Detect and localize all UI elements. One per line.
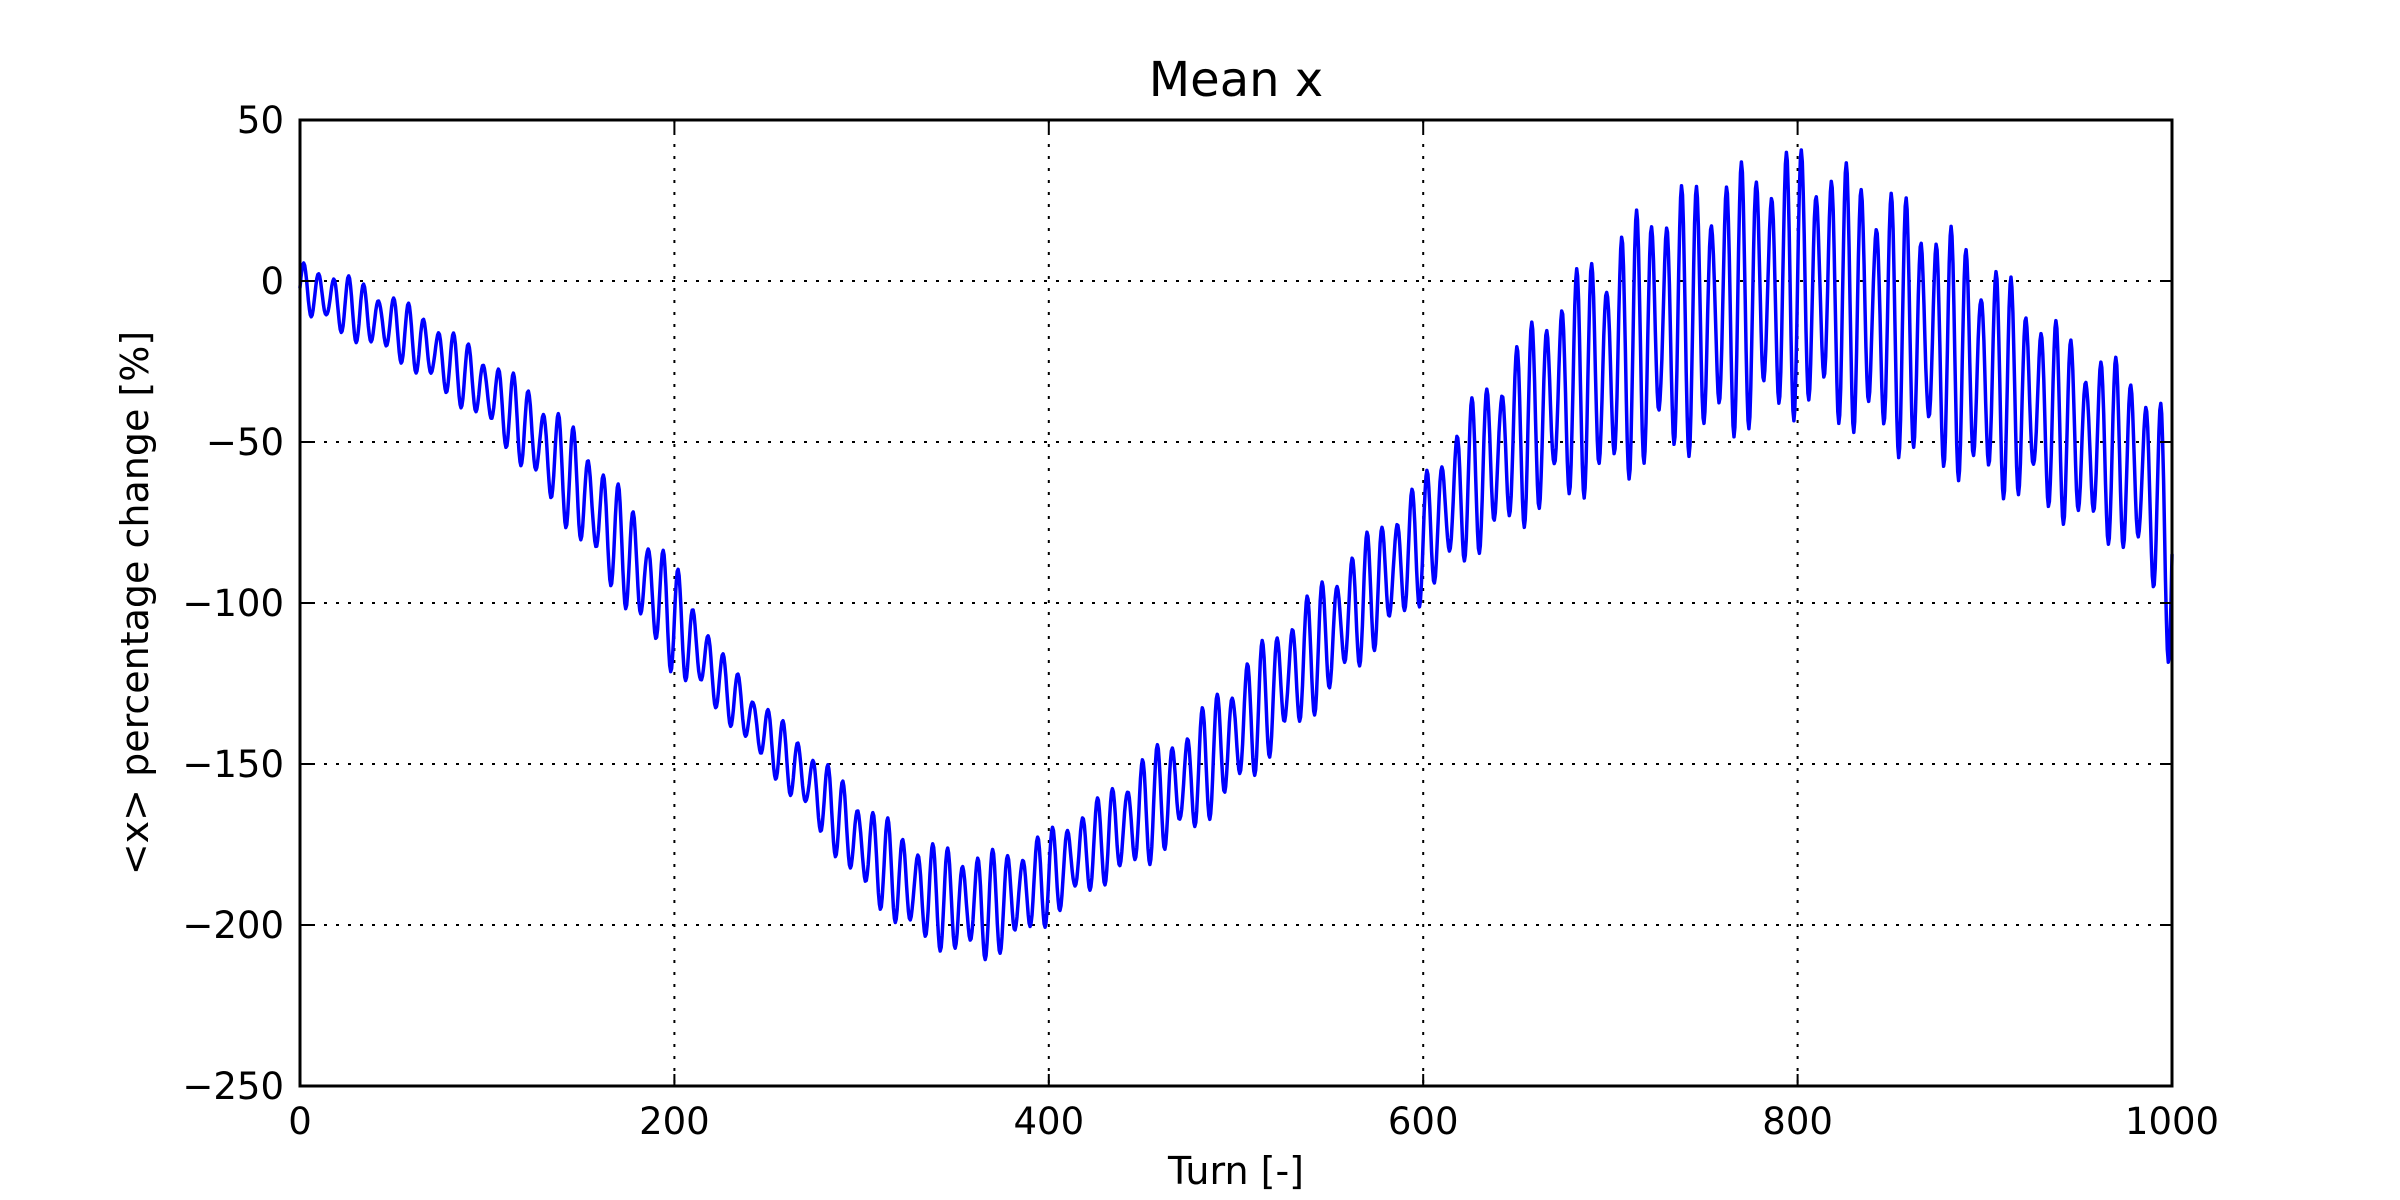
x-ticks: 0 200 400 600 800 1000 — [288, 120, 2219, 1143]
y-tick-label: −250 — [182, 1065, 284, 1108]
y-tick-label: 0 — [260, 260, 284, 303]
x-tick-label: 800 — [1762, 1100, 1833, 1143]
y-tick-label: −100 — [182, 582, 284, 625]
chart-title: Mean x — [1149, 52, 1323, 108]
series-line — [298, 148, 2174, 962]
x-tick-label: 200 — [639, 1100, 710, 1143]
x-tick-label: 1000 — [2125, 1100, 2219, 1143]
y-tick-label: −50 — [206, 421, 284, 464]
y-tick-label: −200 — [182, 904, 284, 947]
y-axis-label: <x> percentage change [%] — [113, 331, 157, 875]
x-tick-label: 0 — [288, 1100, 312, 1143]
y-tick-label: 50 — [237, 99, 284, 142]
x-tick-label: 600 — [1388, 1100, 1459, 1143]
x-axis-label: Turn [-] — [1167, 1149, 1304, 1193]
x-tick-label: 400 — [1013, 1100, 1084, 1143]
y-tick-label: −150 — [182, 743, 284, 786]
grid-lines — [300, 120, 2172, 1086]
y-ticks: 50 0 −50 −100 −150 −200 −250 — [182, 99, 2172, 1108]
